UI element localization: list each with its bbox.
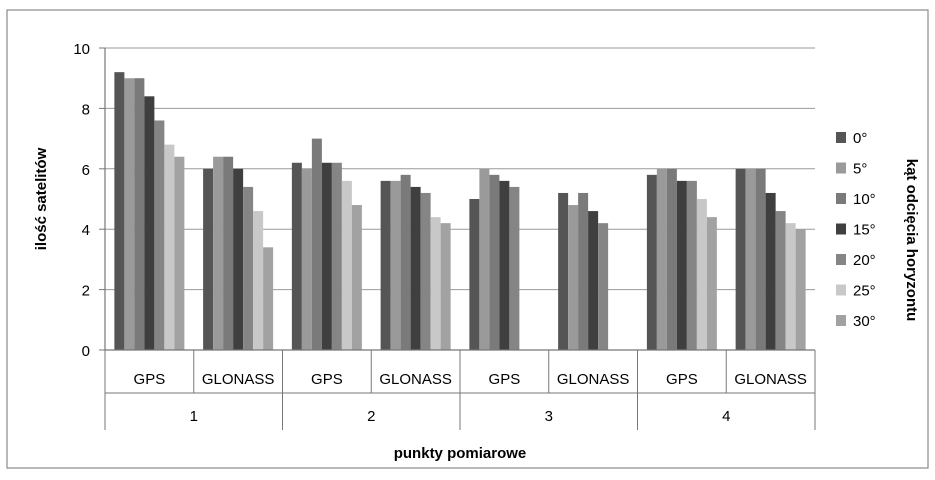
legend-label: 15° — [853, 222, 876, 239]
axes-group: 0 2 4 6 8 10 GPS GLONASS GPS GLONASS GPS GLONASS GPS… — [73, 41, 816, 430]
bar — [686, 180, 697, 350]
bar — [558, 192, 569, 350]
bar — [795, 229, 806, 350]
x-tick-label: GLONASS — [734, 371, 807, 388]
bar — [469, 199, 480, 350]
bar — [223, 156, 234, 350]
bar — [420, 192, 431, 350]
bar — [291, 162, 302, 350]
bar — [489, 174, 500, 350]
bar — [331, 162, 342, 350]
bar — [666, 168, 677, 350]
legend-swatch — [836, 193, 846, 204]
bar — [390, 180, 401, 350]
bar — [706, 217, 717, 350]
bar — [745, 168, 756, 350]
legend-label: 20° — [853, 252, 876, 269]
bar — [321, 162, 332, 350]
bar — [588, 211, 599, 350]
bar — [243, 186, 254, 350]
y-tick-label: 2 — [82, 283, 90, 300]
bar — [380, 180, 391, 350]
x-tick-label: GPS — [311, 371, 343, 388]
bar — [301, 168, 312, 350]
x-tick-label: GPS — [666, 371, 698, 388]
bar — [578, 192, 589, 350]
group-label: 1 — [190, 408, 198, 425]
bar — [351, 205, 362, 350]
bar — [154, 120, 165, 350]
bar — [164, 144, 175, 350]
bar — [598, 223, 609, 350]
bar — [765, 192, 776, 350]
x-tick-label: GPS — [134, 371, 166, 388]
x-axis-label: punkty pomiarowe — [394, 445, 527, 462]
legend-swatch — [836, 223, 846, 235]
bar — [430, 217, 441, 350]
bar — [311, 138, 322, 350]
y-tick-label: 10 — [73, 41, 90, 58]
bar — [213, 156, 224, 350]
legend: 0° 5° 10° 15° 20° 25° 30° — [836, 130, 876, 330]
bar — [341, 180, 352, 350]
bar — [775, 211, 786, 350]
bar — [646, 174, 657, 350]
bar — [203, 168, 214, 350]
bar — [676, 180, 687, 350]
bar — [568, 205, 579, 350]
y-tick-label: 0 — [82, 343, 90, 360]
legend-label: 10° — [853, 191, 876, 208]
bar — [509, 186, 520, 350]
legend-swatch — [836, 162, 846, 174]
bar — [124, 78, 135, 350]
x-tick-label: GPS — [489, 371, 521, 388]
bar — [499, 180, 510, 350]
legend-label: 5° — [853, 161, 867, 178]
legend-swatch — [836, 132, 846, 143]
legend-swatch — [836, 315, 846, 326]
group-label: 2 — [367, 408, 375, 425]
legend-label: 30° — [853, 313, 876, 330]
bar — [656, 168, 667, 350]
bar — [263, 247, 274, 350]
bar — [174, 156, 185, 350]
bar — [755, 168, 766, 350]
legend-label: 0° — [853, 130, 867, 147]
group-label: 4 — [722, 408, 730, 425]
legend-title: kąt odcięcia horyzontu — [903, 159, 920, 322]
x-tick-label: GLONASS — [202, 371, 275, 388]
bar — [144, 96, 155, 350]
y-axis-label: ilość satelitów — [33, 147, 50, 250]
x-tick-label: GLONASS — [379, 371, 452, 388]
bar — [785, 223, 796, 350]
bar — [114, 72, 125, 350]
bar — [410, 186, 421, 350]
bar — [479, 168, 490, 350]
legend-swatch — [836, 254, 846, 265]
y-tick-label: 4 — [82, 222, 90, 239]
group-label: 3 — [545, 408, 553, 425]
bar — [253, 211, 264, 350]
bar — [233, 168, 244, 350]
y-tick-label: 6 — [82, 162, 90, 179]
bar — [400, 174, 411, 350]
bar — [735, 168, 746, 350]
bars-group — [114, 72, 806, 350]
y-tick-label: 8 — [82, 101, 90, 118]
legend-label: 25° — [853, 283, 876, 300]
bar — [134, 78, 145, 350]
x-tick-label: GLONASS — [557, 371, 630, 388]
bar — [696, 199, 707, 350]
bar — [440, 223, 451, 350]
legend-swatch — [836, 284, 846, 296]
